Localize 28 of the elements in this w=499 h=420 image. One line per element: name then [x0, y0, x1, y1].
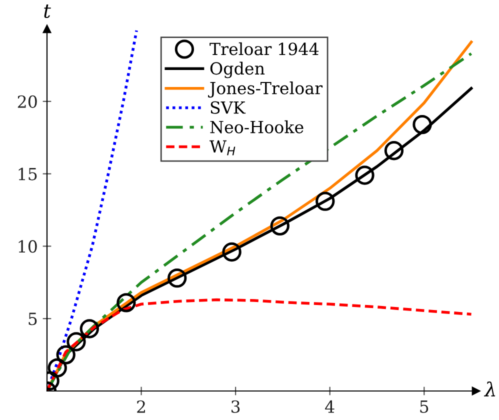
x-tick-label: 3	[232, 400, 240, 413]
y-tick-label: 5	[28, 312, 37, 326]
legend-label: Treloar 1944	[210, 42, 319, 56]
y-tick-label: 10	[18, 240, 37, 253]
legend-label: Jones-Treloar	[208, 81, 323, 98]
point	[168, 268, 187, 288]
point	[316, 192, 335, 211]
y-tick-label: 20	[18, 95, 37, 108]
point	[222, 242, 242, 262]
x-tick-label: 4	[325, 400, 334, 413]
y-axis-title: t	[44, 4, 51, 18]
x-tick-label: 5	[420, 400, 428, 413]
legend-label: Ogden	[210, 62, 265, 78]
point	[56, 345, 76, 364]
y-tick-label: 15	[18, 168, 37, 180]
point	[270, 216, 290, 236]
x-tick-label: 2	[137, 400, 145, 413]
point	[66, 332, 86, 352]
legend-label: Neo-Hooke	[210, 120, 304, 134]
point	[412, 114, 432, 134]
point	[116, 293, 136, 312]
point	[384, 141, 404, 160]
legend-label: SVK	[210, 101, 246, 114]
x-axis-title: λ	[484, 381, 496, 396]
legend-label: W$_{H}$	[210, 140, 236, 156]
point	[80, 319, 100, 338]
point	[48, 358, 67, 378]
point	[355, 166, 374, 185]
